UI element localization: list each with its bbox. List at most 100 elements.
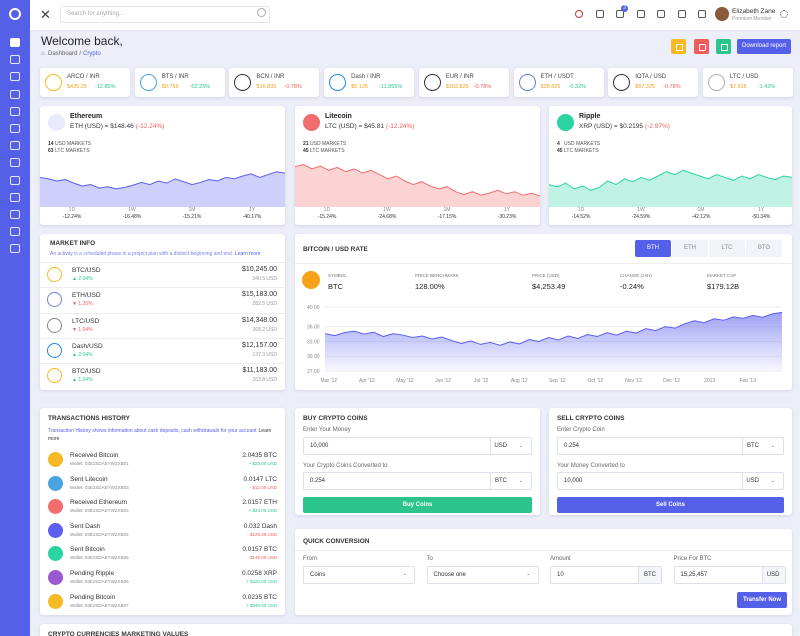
tx-name: Received Ethereum [70, 499, 128, 507]
input-value: 0.254 [310, 478, 326, 484]
sidebar-icon[interactable] [10, 72, 20, 82]
sell-button[interactable]: Sell Coins [557, 497, 784, 513]
tx-amount: 0.0157 BTC [242, 546, 277, 554]
sidebar-icon[interactable] [10, 141, 20, 151]
topbar-icon[interactable] [575, 10, 583, 18]
ticker-icon [45, 74, 62, 91]
tx-amount: 0.0147 LTC [243, 475, 277, 483]
market-volume: 282.5 USD [252, 301, 277, 308]
transfer-button[interactable]: Transfer Now [737, 592, 787, 608]
sidebar-icon[interactable] [10, 89, 20, 99]
sidebar-icon[interactable] [10, 124, 20, 133]
market-change: ▼ 1.04% [72, 326, 93, 333]
period-label: 1Y [757, 207, 765, 213]
download-button[interactable]: Download report [737, 39, 791, 54]
coin-icon [48, 114, 65, 131]
marketing-values-card: CRYPTO CURRENCIES MARKETING VALUES [40, 624, 792, 636]
sidebar-icon[interactable] [10, 106, 20, 116]
settings-icon[interactable] [780, 10, 788, 18]
sidebar-icon[interactable] [10, 158, 20, 168]
buy-button[interactable]: Buy Coins [303, 497, 532, 513]
avatar[interactable] [715, 7, 729, 21]
action-button[interactable] [671, 39, 686, 54]
sidebar-icon[interactable] [10, 210, 20, 219]
input-field[interactable]: 0.254 BTC ⌄ [303, 472, 532, 490]
sparkline-line [549, 169, 792, 191]
input-field[interactable]: 10,000 USD ⌄ [303, 437, 532, 455]
card-title: SELL CRYPTO COINS [557, 415, 625, 422]
search-box[interactable] [60, 6, 270, 23]
topbar-icon[interactable] [677, 10, 686, 18]
market-pair: Dash/USD [72, 342, 103, 350]
tx-wallet: Wallet: 03E2SDAEYWZXB03 [70, 484, 129, 490]
unit-value[interactable]: BTC [747, 443, 759, 449]
coin-icon [47, 292, 62, 308]
input-field[interactable]: Coins ⌄ [303, 566, 415, 584]
usd-markets-count: 14 [48, 141, 54, 147]
input-field[interactable]: 10 BTC [550, 566, 662, 584]
coin-name: Ripple [579, 113, 601, 120]
period-change: -24.68% [377, 214, 397, 220]
sidebar-icon[interactable] [10, 192, 20, 202]
stat-value: 128.00% [415, 282, 445, 291]
topbar-icon[interactable] [657, 10, 665, 18]
unit-value[interactable]: USD [746, 478, 759, 484]
field-label: Enter Your Money [303, 427, 351, 433]
ticker-card: ETH / USDT $28.825 -0.32% [513, 68, 604, 97]
ticker-pair: ARCO / INR [67, 74, 100, 80]
rate-tab[interactable]: ETH [672, 240, 708, 257]
learn-more-link[interactable]: Learn more [48, 428, 272, 442]
sidebar-icon[interactable] [10, 38, 20, 47]
field-label: From [303, 556, 317, 562]
input-value: 10,000 [310, 443, 329, 449]
input-value: 10 [557, 572, 564, 578]
market-price: $15,183.00 [241, 291, 277, 299]
sparkline [295, 164, 540, 207]
row-divider [40, 363, 285, 365]
stat-label: PRICE (USD) [532, 273, 560, 278]
unit-value[interactable]: USD [494, 443, 507, 449]
topbar-icon[interactable] [636, 10, 645, 18]
card-description: An activity is a scheduled phase in a pr… [50, 251, 234, 257]
sidebar-icon[interactable] [10, 244, 20, 254]
input-value: Coins [310, 572, 326, 578]
rate-tab[interactable]: BTH [635, 240, 671, 257]
coin-icon [48, 475, 63, 491]
y-tick-label: 36.00 [307, 325, 320, 331]
input-field[interactable]: Choose one ⌄ [426, 566, 539, 584]
sidebar-icon[interactable] [10, 227, 20, 237]
usd-markets-count: 21 [303, 141, 309, 147]
caret: ⌄ [770, 443, 775, 449]
ticker-change: -0.78% [663, 84, 681, 90]
sparkline-area [40, 171, 285, 207]
x-tick-label: Oct '12 [588, 378, 604, 384]
input-field[interactable]: 0.254 BTC ⌄ [557, 437, 784, 455]
x-tick-label: Nov '12 [625, 378, 642, 384]
learn-more-link[interactable]: Learn more [235, 251, 261, 257]
period-change: -30.23% [497, 214, 517, 220]
input-field[interactable]: 15,25,457 USD [673, 566, 786, 584]
breadcrumb-item[interactable]: Dashboard [48, 51, 78, 57]
tx-name: Sent Bitcoin [70, 546, 105, 554]
close-button[interactable]: ✕ [40, 7, 51, 22]
topbar-icon[interactable] [595, 10, 604, 18]
topbar-icon[interactable] [698, 10, 706, 18]
tx-usd: - $128.39 USD [247, 531, 277, 537]
ltc-markets-count: 63 [48, 148, 54, 154]
rate-tab[interactable]: LTC [709, 240, 745, 257]
ticker-price: $16.835 [256, 84, 277, 90]
input-field[interactable]: 10,000 USD ⌄ [557, 472, 784, 490]
user-role: Premium Member [732, 16, 772, 22]
rate-tab[interactable]: BTG [746, 240, 782, 257]
ticker-icon [423, 74, 441, 91]
topbar-icon[interactable] [616, 10, 624, 18]
tx-wallet: Wallet: 03E2SDAEYWZXB03 [70, 508, 129, 514]
action-button[interactable] [694, 39, 709, 54]
tx-usd: + $23.00 USD [248, 461, 277, 466]
action-button[interactable] [716, 39, 731, 54]
ticker-pair: IOTA / USD [635, 74, 667, 80]
sidebar-icon[interactable] [10, 175, 20, 185]
sidebar-icon[interactable] [10, 55, 20, 65]
field-label: Your Crypto Coins Converted to [303, 463, 388, 469]
unit-value[interactable]: BTC [495, 478, 507, 484]
